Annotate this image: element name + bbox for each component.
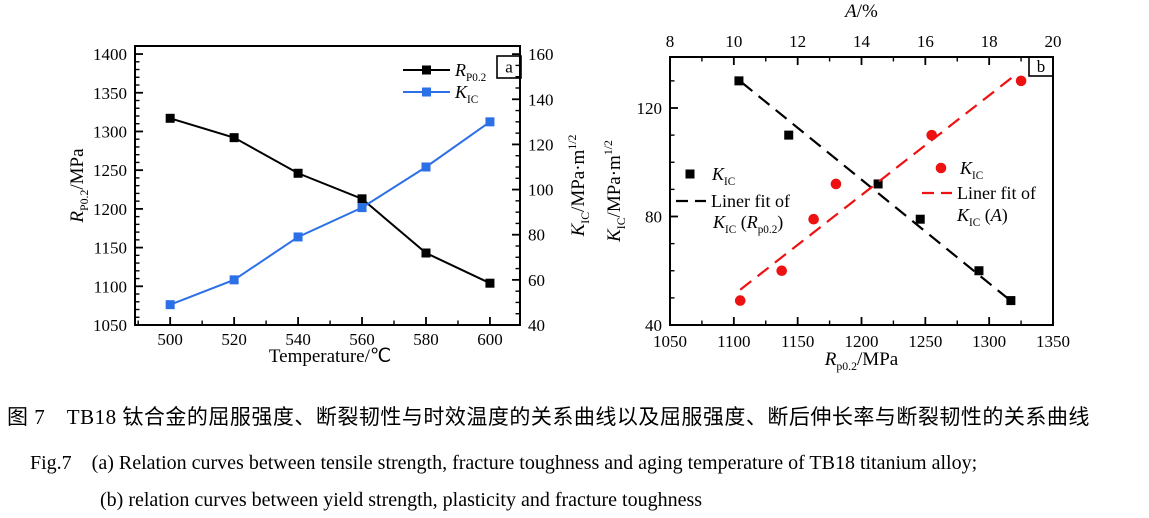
panel-label: b [1037,57,1046,76]
legend-label: KIC [711,164,735,188]
y-left-tick-label: 1350 [93,84,127,103]
data-point [784,130,794,140]
y-right-tick-label: 80 [528,226,545,245]
x-top-tick-label: 16 [917,32,934,51]
y-right-axis-title-a: KIC/MPa·m1/2 [565,134,592,237]
y-left-tick-label: 1200 [93,200,127,219]
legend-label: KIC [454,82,478,106]
y-left-axis-title-a: RP0.2/MPa [67,148,91,224]
x-axis-title-a: Temperature/℃ [269,346,391,367]
x-bottom-tick-label: 1350 [1036,332,1070,351]
data-point [421,248,431,258]
legend-fit-text: Liner fit of [957,183,1036,203]
y-right-tick-label: 140 [528,90,554,109]
data-point [1015,75,1027,87]
legend-label: KIC [959,158,983,182]
y-right-tick-label: 100 [528,181,554,200]
x-top-tick-label: 18 [981,32,998,51]
data-point [421,162,431,172]
series-line-KIC [169,121,491,306]
x-tick-label: 580 [413,330,439,349]
data-point [685,169,695,179]
fit-line-KIC_vs_Rp02 [740,81,1013,303]
data-point [357,194,367,204]
y-left-tick-label: 1400 [93,45,127,64]
charts-canvas: 500 520 540 560 580 600 1050 1100 1150 1200 1250 13… [67,1,1070,373]
data-point [873,179,883,189]
data-point [422,65,431,75]
data-point [1006,296,1016,306]
fit-line-KIC_vs_A [739,74,1016,291]
data-point [734,76,744,86]
x-tick-label: 540 [285,330,311,349]
y-left-tick-label: 1050 [93,316,127,335]
data-point [229,133,239,143]
x-bottom-tick-label: 1200 [845,332,879,351]
panel-label: a [505,58,513,77]
legend-label: RP0.2 [454,60,486,84]
data-point [830,178,842,190]
legend-fit-arg: KIC (A) [956,205,1008,229]
caption-english-line2: (b) relation curves between yield streng… [100,489,703,511]
x-top-tick-label: 10 [725,32,742,51]
y-right-tick-label: 160 [528,45,554,64]
x-bottom-tick-label: 1100 [717,332,750,351]
data-point [165,300,175,310]
data-point [422,87,431,97]
data-point [165,113,175,123]
caption-english-line1: Fig.7 (a) Relation curves between tensil… [30,452,978,474]
y-axis-title-b: KIC/MPa·m1/2 [601,140,628,243]
data-point [734,295,746,306]
x-tick-label: 560 [349,330,375,349]
legend-fit-arg: KIC (Rp0.2) [712,212,783,236]
x-bottom-tick-label: 1300 [972,332,1006,351]
data-point [808,213,819,225]
series-line-Rp02 [169,117,491,285]
y-right-tick-label: 60 [528,271,545,290]
y-tick-label: 80 [645,207,662,226]
data-point [293,232,303,242]
caption-chinese: 图 7 TB18 钛合金的屈服强度、断裂韧性与时效温度的关系曲线以及屈服强度、断… [7,405,1090,429]
x-bottom-tick-label: 1250 [908,332,942,351]
x-top-axis-title-b: A/% [843,1,878,22]
y-right-tick-label: 120 [528,135,554,154]
data-point [485,117,495,127]
chart-b: 1050 1100 1150 1200 1250 1300 1350 8 10 12 14 16 18 2… [601,1,1070,373]
x-top-tick-label: 12 [789,32,806,51]
y-left-tick-label: 1300 [93,122,127,141]
panel-label-box [496,55,522,79]
data-point [935,162,947,174]
y-right-tick-label: 40 [528,316,545,335]
panel-label-box [1028,56,1054,77]
x-tick-label: 500 [157,330,183,349]
x-top-tick-label: 14 [853,32,871,51]
y-tick-label: 120 [637,99,663,118]
data-point [974,266,984,276]
data-point [357,203,367,213]
x-tick-label: 520 [221,330,247,349]
chart-a: 500 520 540 560 580 600 1050 1100 1150 1200 1250 13… [67,45,592,367]
data-point [915,214,925,224]
data-point [485,278,495,288]
x-top-tick-label: 20 [1045,32,1062,51]
x-bottom-axis-title-b: Rp0.2/MPa [824,349,899,373]
data-point [776,265,788,277]
x-tick-label: 600 [477,330,503,349]
x-bottom-tick-label: 1050 [653,332,687,351]
y-tick-label: 40 [645,316,662,335]
y-left-tick-label: 1250 [93,161,127,180]
x-bottom-tick-label: 1150 [781,332,814,351]
x-top-tick-label: 8 [666,32,675,51]
data-point [293,168,303,178]
y-left-tick-label: 1150 [94,239,127,258]
y-left-tick-label: 1100 [94,277,127,296]
data-point [926,129,938,141]
data-point [229,275,239,285]
legend-fit-text: Liner fit of [711,191,790,211]
